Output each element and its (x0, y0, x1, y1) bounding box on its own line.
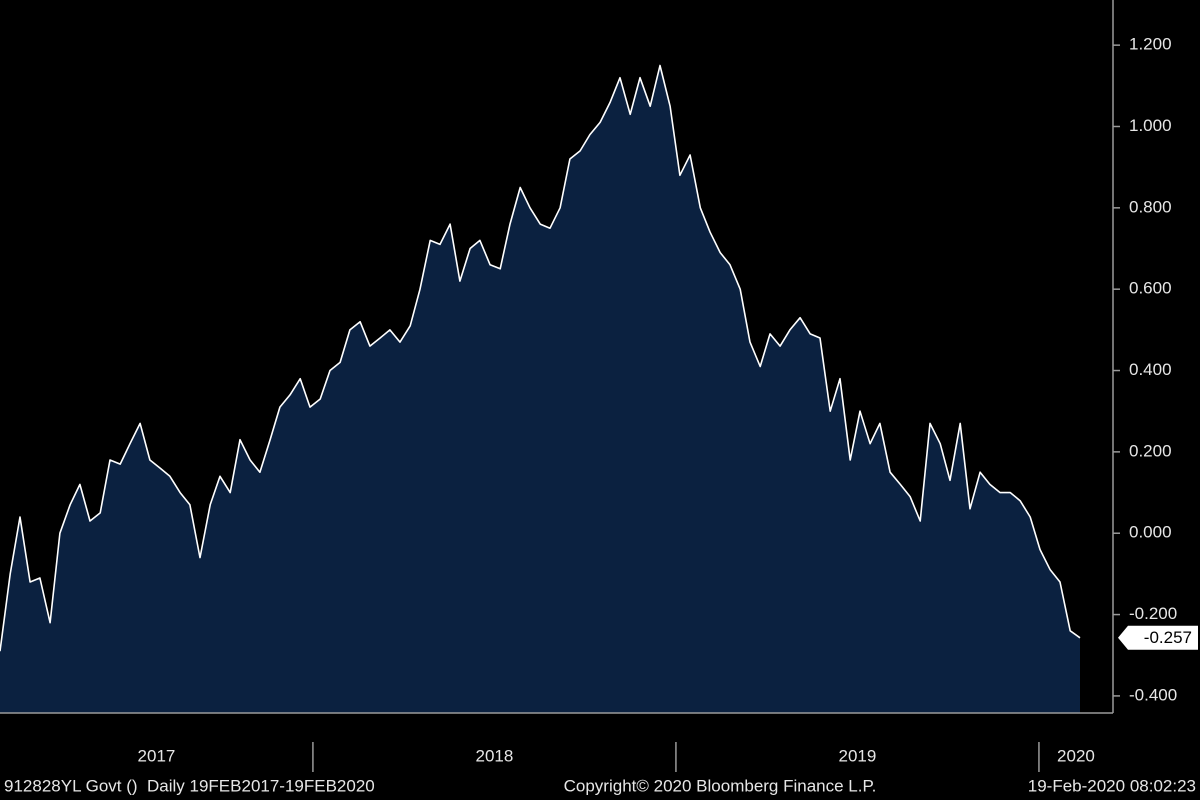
y-tick-label: 0.600 (1129, 279, 1172, 298)
x-tick-label: 2018 (476, 746, 514, 765)
x-tick-label: 2019 (839, 746, 877, 765)
area (0, 65, 1080, 713)
footer-center: Copyright© 2020 Bloomberg Finance L.P. (564, 776, 877, 795)
y-tick-label: -0.400 (1129, 685, 1177, 704)
y-tick-label: -0.200 (1129, 604, 1177, 623)
last-value-tag (1118, 625, 1198, 650)
line (0, 64, 1081, 652)
y-tick-label: 0.400 (1129, 360, 1172, 379)
x-tick-label: 2020 (1057, 746, 1095, 765)
x-tick-label: 2017 (138, 746, 176, 765)
y-tick-label: 1.200 (1129, 35, 1172, 54)
y-tick-label: 0.200 (1129, 441, 1172, 460)
footer-right: 19-Feb-2020 08:02:23 (1028, 776, 1196, 795)
y-tick-label: 0.000 (1129, 523, 1172, 542)
footer-left: 912828YL Govt () Daily 19FEB2017-19FEB20… (4, 776, 375, 795)
y-tick-label: 1.000 (1129, 116, 1172, 135)
last-value-label: -0.257 (1144, 628, 1192, 647)
y-tick-label: 0.800 (1129, 197, 1172, 216)
